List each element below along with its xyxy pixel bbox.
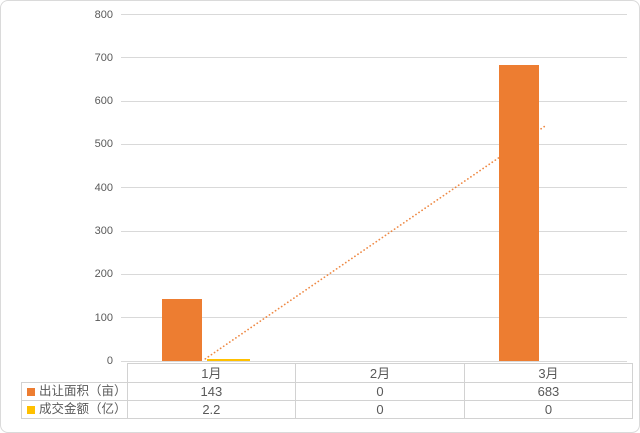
month-header-cell: 3月 xyxy=(463,363,634,383)
y-axis-tick-label: 100 xyxy=(94,311,113,324)
gridline xyxy=(121,187,627,189)
legend-key-swatch xyxy=(27,406,35,415)
legend-label: 成交金额（亿） xyxy=(39,402,127,417)
gridline xyxy=(121,100,627,102)
y-axis-tick-label: 800 xyxy=(94,8,113,21)
gridline xyxy=(121,57,627,59)
month-header-cell: 1月 xyxy=(126,363,297,383)
table-value-cell: 0 xyxy=(295,382,465,401)
y-axis-tick-label: 700 xyxy=(94,51,113,64)
gridline xyxy=(121,143,627,145)
table-value-cell: 0 xyxy=(295,400,465,419)
gridline xyxy=(121,230,627,232)
table-corner-spacer xyxy=(21,363,128,383)
trendline xyxy=(204,124,548,360)
table-value-cell: 0 xyxy=(463,400,634,419)
legend-key-swatch xyxy=(27,388,35,397)
y-axis-tick-label: 600 xyxy=(94,95,113,108)
y-axis-tick-label: 400 xyxy=(94,181,113,194)
table-value-cell: 683 xyxy=(463,382,634,401)
legend-label: 出让面积（亩） xyxy=(39,384,127,399)
y-axis-tick-label: 500 xyxy=(94,138,113,151)
gridline xyxy=(121,273,627,275)
bar-series1-1月 xyxy=(207,359,251,361)
gridline xyxy=(121,360,627,362)
legend-item: 成交金额（亿） xyxy=(21,400,128,419)
y-axis-tick-label: 300 xyxy=(94,225,113,238)
data-table: 1月 2月 3月 出让面积（亩） 143 0 683 成交金额（亿） 2.2 0 0 xyxy=(21,363,634,419)
bar-series0-1月 xyxy=(161,299,202,361)
month-header-cell: 2月 xyxy=(295,363,465,383)
y-axis-tick-label: 0 xyxy=(106,355,113,367)
gridline xyxy=(121,14,627,15)
table-value-cell: 143 xyxy=(126,382,297,401)
legend-item: 出让面积（亩） xyxy=(21,382,128,401)
table-value-cell: 2.2 xyxy=(126,400,297,419)
bar-series0-3月 xyxy=(499,65,540,361)
y-axis-tick-label: 200 xyxy=(94,268,113,281)
